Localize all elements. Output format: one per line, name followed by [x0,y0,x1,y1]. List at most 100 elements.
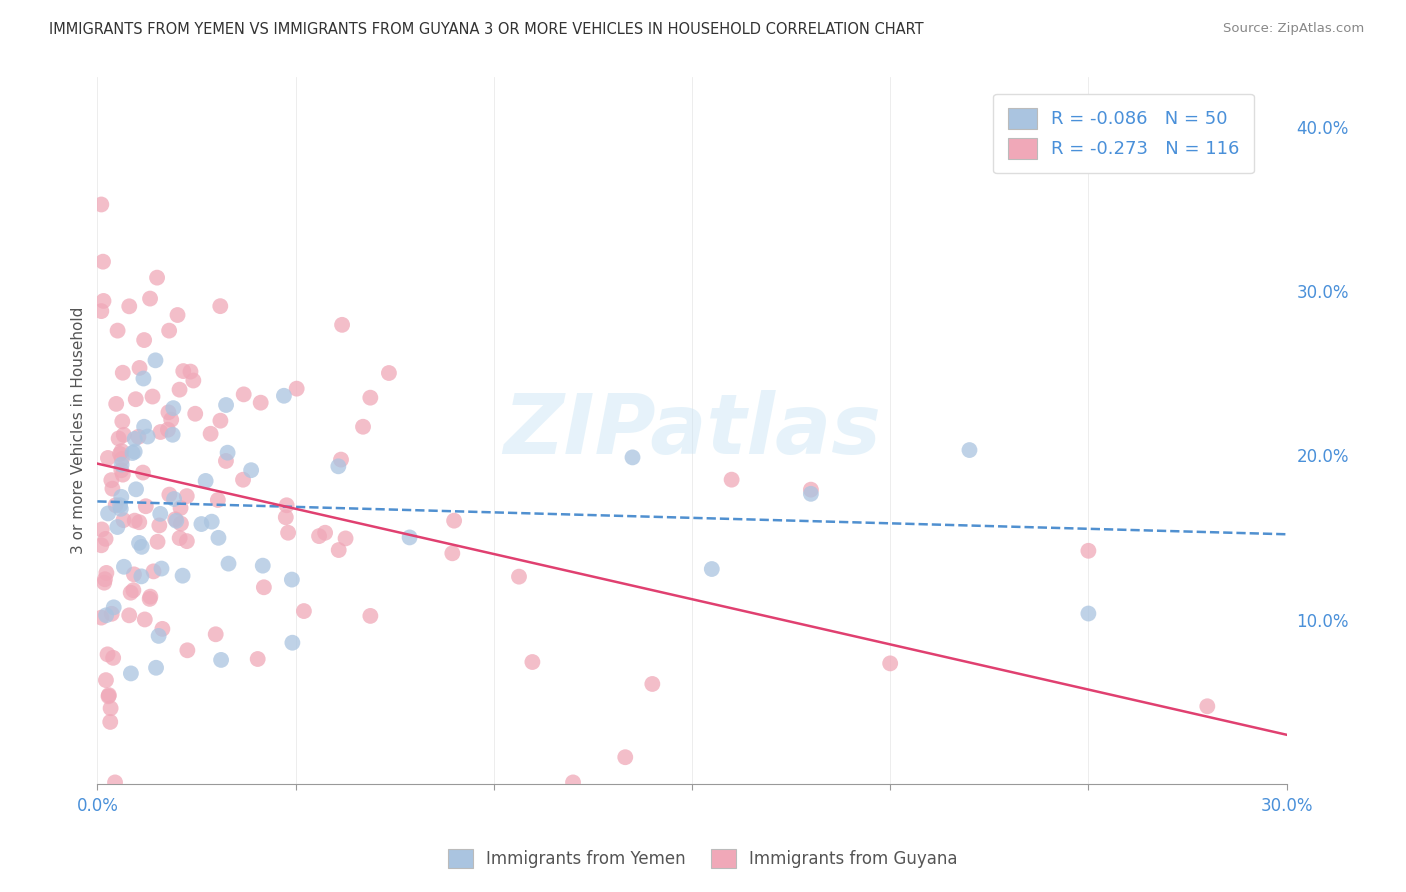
Point [111,366,134,380]
Point [176,489,198,503]
Point [128,360,150,375]
Point [253,580,276,594]
Point [127,430,149,444]
Point [134,419,156,434]
Point [276,498,298,512]
Point [179,365,201,379]
Point [359,391,381,405]
Point [218,557,240,571]
Point [200,426,222,441]
Point [720,473,742,487]
Point [240,463,263,477]
Point [97,690,120,704]
Point [93,293,115,308]
Point [359,608,381,623]
Point [141,390,163,404]
Point [562,775,585,789]
Point [217,446,239,460]
Point [139,590,162,604]
Point [148,518,170,533]
Point [112,559,135,574]
Point [176,643,198,657]
Point [1077,607,1099,621]
Point [160,413,183,427]
Point [135,500,157,514]
Point [110,444,132,458]
Point [232,387,254,401]
Point [335,532,357,546]
Point [120,666,142,681]
Point [97,688,120,702]
Point [800,483,823,497]
Point [145,353,167,368]
Point [165,514,187,528]
Point [163,491,186,506]
Point [1077,543,1099,558]
Point [215,454,238,468]
Point [100,607,122,621]
Point [150,561,173,575]
Point [207,493,229,508]
Point [94,532,117,546]
Point [125,483,148,497]
Point [190,517,212,532]
Point [277,525,299,540]
Point [124,444,146,458]
Point [172,364,194,378]
Point [522,655,544,669]
Point [149,425,172,439]
Point [108,498,131,512]
Point [176,534,198,549]
Point [328,459,350,474]
Point [157,488,180,502]
Point [308,529,330,543]
Point [103,600,125,615]
Point [146,270,169,285]
Point [398,530,420,544]
Legend: R = -0.086   N = 50, R = -0.273   N = 116: R = -0.086 N = 50, R = -0.273 N = 116 [993,94,1254,173]
Point [641,677,664,691]
Point [879,657,901,671]
Point [111,467,134,482]
Point [128,536,150,550]
Point [209,653,232,667]
Point [156,423,179,437]
Point [328,543,350,558]
Point [443,514,465,528]
Point [142,565,165,579]
Point [131,540,153,554]
Point [621,450,644,465]
Point [166,308,188,322]
Point [169,531,191,545]
Point [91,254,114,268]
Point [94,673,117,687]
Point [90,197,112,211]
Point [252,558,274,573]
Point [101,650,124,665]
Point [90,610,112,624]
Point [249,395,271,409]
Point [148,629,170,643]
Point [105,397,128,411]
Point [172,568,194,582]
Point [145,661,167,675]
Point [274,510,297,524]
Y-axis label: 3 or more Vehicles in Household: 3 or more Vehicles in Household [72,307,86,555]
Point [108,447,131,461]
Point [90,304,112,318]
Point [352,419,374,434]
Point [201,515,224,529]
Point [150,622,173,636]
Point [111,452,134,467]
Point [98,714,121,729]
Point [209,414,232,428]
Point [441,546,464,560]
Point [107,432,129,446]
Point [134,333,156,347]
Point [700,562,723,576]
Point [149,507,172,521]
Point [132,371,155,385]
Point [121,446,143,460]
Point [101,482,124,496]
Point [120,585,142,599]
